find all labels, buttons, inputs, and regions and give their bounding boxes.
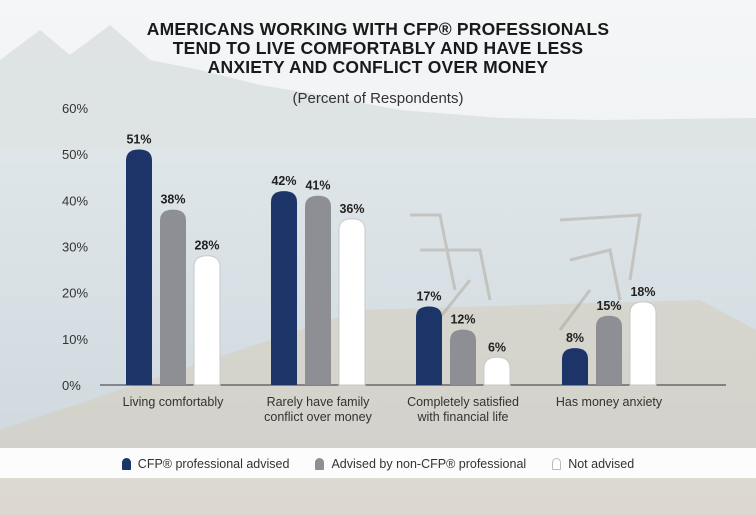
y-tick-label: 60% <box>62 101 88 116</box>
x-tick-label: Completely satisfied <box>407 395 519 409</box>
legend-swatch-not-advised <box>552 458 562 470</box>
chart-title-line: TEND TO LIVE COMFORTABLY AND HAVE LESS <box>172 38 584 58</box>
data-label: 12% <box>450 313 475 327</box>
data-label: 8% <box>566 331 584 345</box>
data-label: 51% <box>126 133 151 147</box>
legend-label: CFP® professional advised <box>137 457 290 471</box>
x-tick-label: with financial life <box>416 410 508 424</box>
y-tick-label: 40% <box>62 193 88 208</box>
legend: CFP® professional advised Advised by non… <box>0 454 756 474</box>
bar <box>126 149 152 385</box>
y-tick-label: 0% <box>62 378 81 393</box>
bar <box>416 306 442 385</box>
bar <box>562 348 588 385</box>
x-tick-label: Has money anxiety <box>556 395 663 409</box>
x-tick-label: Rarely have family <box>267 395 371 409</box>
x-tick-label: conflict over money <box>264 410 372 424</box>
legend-swatch-non-cfp <box>315 458 325 470</box>
data-label: 17% <box>416 290 441 304</box>
bar <box>483 356 511 386</box>
legend-item-non-cfp: Advised by non-CFP® professional <box>315 457 526 471</box>
y-tick-label: 10% <box>62 332 88 347</box>
bar <box>305 195 331 385</box>
bar <box>596 315 622 385</box>
data-label: 15% <box>596 299 621 313</box>
data-label: 42% <box>271 174 296 188</box>
bar <box>629 301 657 386</box>
data-label: 36% <box>339 202 364 216</box>
legend-label: Advised by non-CFP® professional <box>331 457 527 471</box>
data-label: 38% <box>160 193 185 207</box>
chart-title-line: AMERICANS WORKING WITH CFP® PROFESSIONAL… <box>146 19 610 39</box>
bar <box>160 209 186 385</box>
chart-subtitle: (Percent of Respondents) <box>292 90 464 107</box>
chart-title-line: ANXIETY AND CONFLICT OVER MONEY <box>207 57 549 77</box>
y-tick-label: 50% <box>62 147 88 162</box>
y-tick-label: 20% <box>62 286 88 301</box>
legend-label: Not advised <box>568 457 635 471</box>
bar <box>193 255 221 386</box>
data-label: 18% <box>630 285 655 299</box>
legend-item-cfp: CFP® professional advised <box>121 457 290 471</box>
legend-swatch-cfp <box>121 458 131 470</box>
x-tick-label: Living comfortably <box>123 395 224 409</box>
data-label: 41% <box>305 179 330 193</box>
legend-item-not-advised: Not advised <box>552 457 634 471</box>
data-label: 28% <box>194 239 219 253</box>
bar <box>338 218 366 386</box>
bar <box>450 329 476 385</box>
y-tick-label: 30% <box>62 240 88 255</box>
bar <box>271 191 297 385</box>
data-label: 6% <box>488 340 506 354</box>
chart-title: AMERICANS WORKING WITH CFP® PROFESSIONAL… <box>0 20 756 77</box>
bottom-band <box>0 480 756 515</box>
